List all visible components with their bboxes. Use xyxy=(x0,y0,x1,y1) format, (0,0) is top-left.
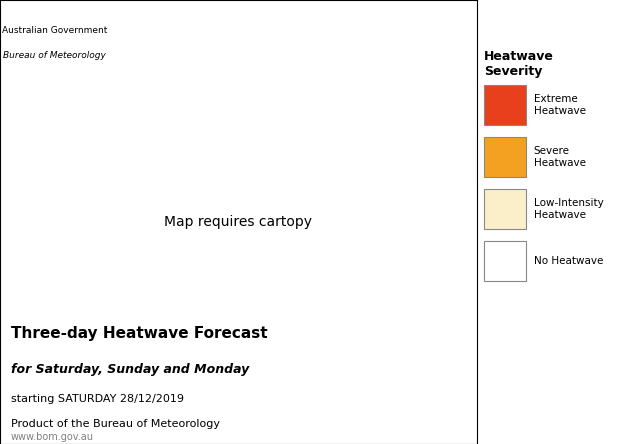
Text: Bureau of Meteorology: Bureau of Meteorology xyxy=(3,51,106,60)
Text: Low-Intensity
Heatwave: Low-Intensity Heatwave xyxy=(534,198,603,220)
Text: No Heatwave: No Heatwave xyxy=(534,256,603,266)
Text: Severe
Heatwave: Severe Heatwave xyxy=(534,146,586,168)
Text: Map requires cartopy: Map requires cartopy xyxy=(164,215,312,229)
Text: www.bom.gov.au: www.bom.gov.au xyxy=(11,432,94,441)
Text: Heatwave
Severity: Heatwave Severity xyxy=(484,50,554,78)
Text: Australian Government: Australian Government xyxy=(2,26,107,35)
Text: starting SATURDAY 28/12/2019: starting SATURDAY 28/12/2019 xyxy=(11,394,184,404)
Text: Product of the Bureau of Meteorology: Product of the Bureau of Meteorology xyxy=(11,419,220,429)
Bar xyxy=(484,241,526,281)
Text: Extreme
Heatwave: Extreme Heatwave xyxy=(534,94,586,116)
Bar xyxy=(484,189,526,229)
Text: Three-day Heatwave Forecast: Three-day Heatwave Forecast xyxy=(11,326,268,341)
Text: for Saturday, Sunday and Monday: for Saturday, Sunday and Monday xyxy=(11,363,249,376)
Bar xyxy=(484,85,526,125)
Bar xyxy=(484,137,526,177)
